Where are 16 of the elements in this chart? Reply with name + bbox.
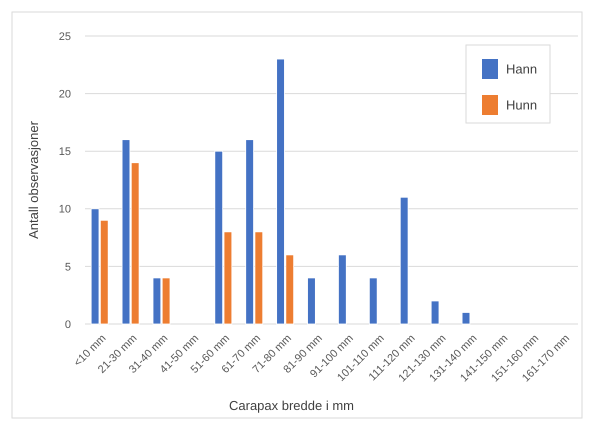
legend-label: Hunn bbox=[506, 98, 538, 113]
x-axis-title: Carapax bredde i mm bbox=[229, 398, 354, 413]
y-tick-label: 25 bbox=[58, 30, 71, 43]
legend-label: Hann bbox=[506, 62, 538, 77]
y-tick-label: 5 bbox=[64, 261, 71, 274]
bar bbox=[338, 254, 347, 324]
bar bbox=[462, 312, 470, 324]
bar bbox=[430, 300, 440, 324]
bar bbox=[400, 196, 408, 324]
y-tick-label: 20 bbox=[58, 88, 71, 100]
y-tick-label: 15 bbox=[58, 146, 71, 158]
bar bbox=[307, 278, 316, 324]
y-tick-label: 0 bbox=[64, 318, 71, 331]
y-tick-label: 10 bbox=[58, 204, 71, 216]
bar bbox=[368, 278, 378, 324]
y-axis-title: Antall observasjoner bbox=[26, 120, 41, 239]
